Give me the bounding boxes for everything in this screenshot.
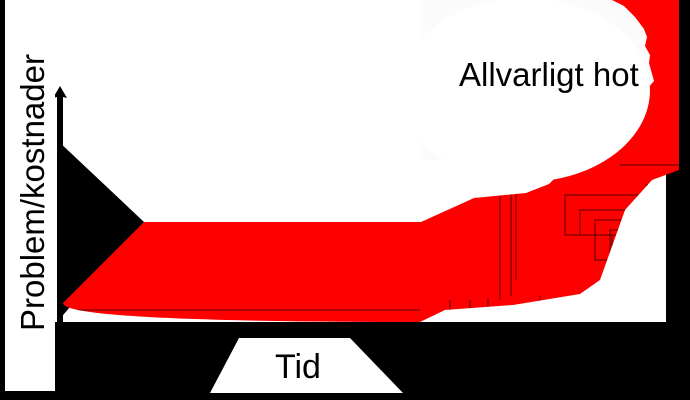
svg-text:Tid: Tid [275, 348, 321, 386]
svg-text:Allvarligt hot: Allvarligt hot [459, 56, 639, 93]
svg-text:Problem/kostnader: Problem/kostnader [14, 54, 51, 331]
